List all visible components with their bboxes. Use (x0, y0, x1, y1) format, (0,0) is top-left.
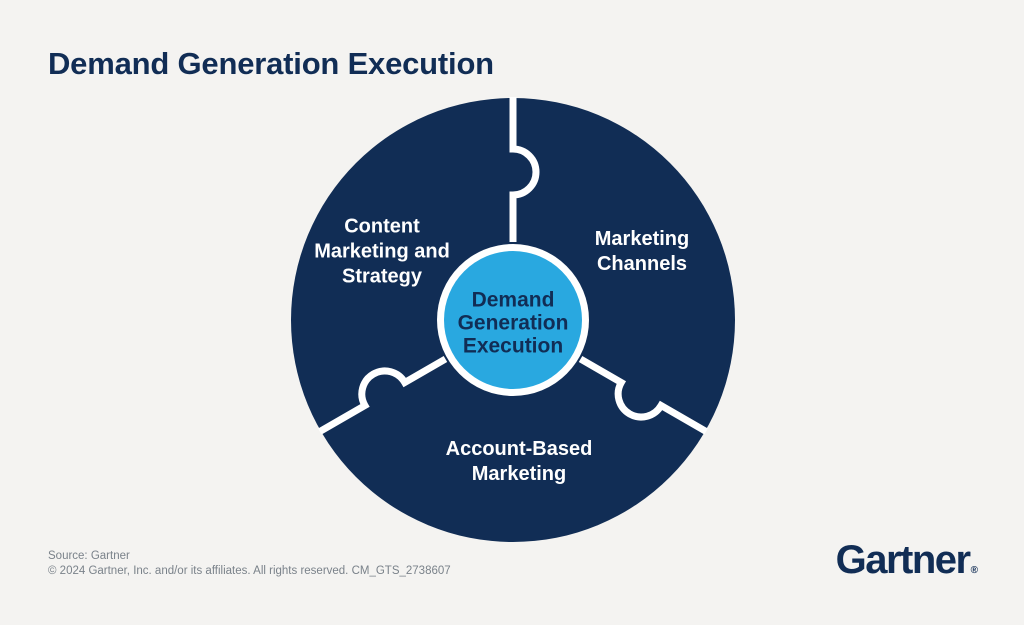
copyright-text: © 2024 Gartner, Inc. and/or its affiliat… (48, 565, 451, 577)
registered-mark: ® (970, 565, 978, 576)
segment-label-marketing-channels: Marketing Channels (594, 228, 690, 275)
source-text: Source: Gartner (48, 550, 130, 562)
gartner-logo: Gartner® (836, 538, 978, 583)
segment-label-account-based-marketing: Account-Based Marketing (445, 438, 593, 485)
hub-circle (444, 251, 582, 389)
segment-label-content-marketing-and-strategy: Content Marketing and Strategy (314, 215, 450, 288)
page-title: Demand Generation Execution (48, 46, 494, 81)
footer: Source: Gartner © 2024 Gartner, Inc. and… (48, 549, 451, 579)
puzzle-divider-lower-left (318, 355, 448, 435)
puzzle-divider-lower-right (578, 355, 708, 435)
hub-label: Demand Generation Execution (457, 288, 569, 358)
puzzle-divider-top (509, 97, 540, 242)
gartner-logo-text: Gartner (835, 538, 972, 582)
